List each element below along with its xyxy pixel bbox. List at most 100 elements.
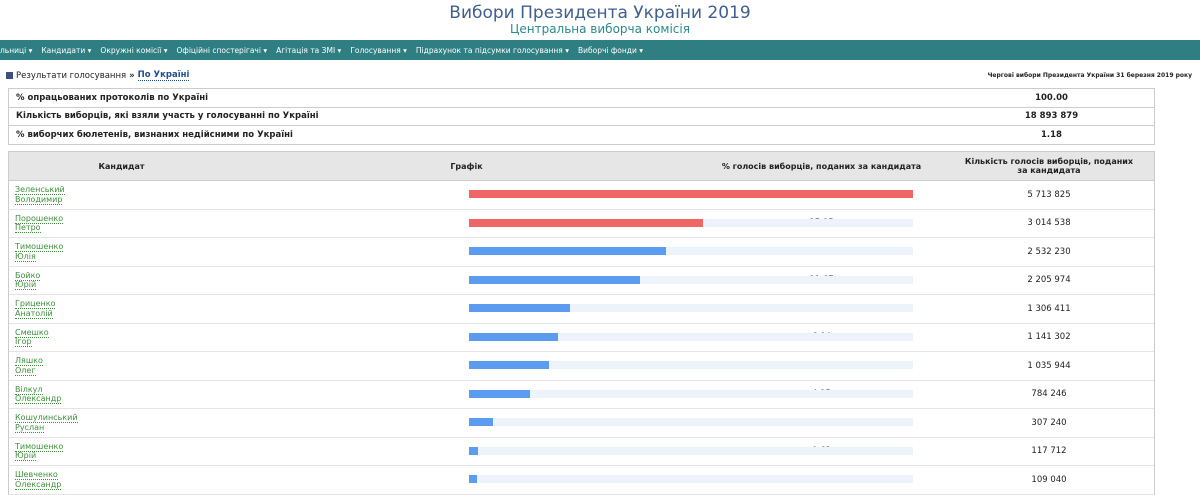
- candidate-name: Зеленський Володимир: [9, 185, 234, 205]
- graph-cell: [234, 324, 913, 352]
- candidate-row: ПорошенкоПетро15.953 014 538: [9, 210, 1154, 238]
- candidate-name: Тимошенко Юлія: [9, 242, 234, 262]
- surname-link[interactable]: Бойко: [15, 270, 41, 281]
- nav-item[interactable]: Голосування: [350, 46, 407, 55]
- graph-cell: [234, 409, 913, 437]
- votes-value: 5 713 825: [1027, 189, 1071, 200]
- summary-row: % виборчих бюлетенів, визнаних недійсним…: [9, 126, 1154, 144]
- table-header: Кандидат Графік % голосів виборців, пода…: [9, 152, 1154, 181]
- first-name-link[interactable]: Олег: [15, 365, 36, 376]
- bar-track: [469, 389, 913, 398]
- results-table: Кандидат Графік % голосів виборців, пода…: [8, 151, 1155, 495]
- summary-row: % опрацьованих протоколів по Україні 100.…: [9, 89, 1154, 108]
- graph-cell: [234, 267, 913, 295]
- candidate-row: ЛяшкоОлег5.481 035 944: [9, 352, 1154, 381]
- candidate-name: Вілкул Олександр: [9, 384, 234, 405]
- votes-value: 1 035 944: [1027, 360, 1071, 371]
- votes-value: 784 246: [1031, 389, 1067, 400]
- candidate-name: Кошулинський Руслан: [9, 413, 234, 433]
- graph-cell: [234, 238, 913, 266]
- nav-item[interactable]: Офіційні спостерігачі: [177, 46, 268, 55]
- summary-value: 100.00: [1035, 92, 1068, 103]
- bar-track: [469, 190, 913, 198]
- graph-cell: [234, 352, 913, 380]
- summary-table: % опрацьованих протоколів по Україні 100.…: [8, 88, 1155, 145]
- first-name-link[interactable]: Анатолій: [15, 308, 53, 319]
- surname-link[interactable]: Вілкул: [15, 384, 43, 395]
- first-name-link[interactable]: Петро: [15, 223, 41, 234]
- graph-cell: [234, 295, 913, 323]
- first-name-link[interactable]: Володимир: [15, 194, 63, 205]
- summary-value: 18 893 879: [1024, 111, 1079, 122]
- first-name-link[interactable]: Ігор: [15, 337, 32, 348]
- breadcrumb-current[interactable]: По Україні: [137, 70, 190, 81]
- bar-track: [469, 332, 913, 341]
- candidate-row: ЗеленськийВолодимир30.245 713 825: [9, 181, 1154, 210]
- candidate-row: ТимошенкоЮрій0.62117 712: [9, 438, 1154, 466]
- nav-item[interactable]: Агітація та ЗМІ: [276, 46, 341, 55]
- icon: [6, 72, 13, 79]
- first-name-link[interactable]: Руслан: [15, 422, 45, 433]
- column-header: Кандидат: [98, 161, 145, 171]
- first-name-link[interactable]: Олександр: [15, 394, 62, 405]
- surname-link[interactable]: Кошулинський: [15, 413, 78, 424]
- candidate-row: ВілкулОлександр4.15784 246: [9, 381, 1154, 409]
- candidate-name: Смешко Ігор: [9, 327, 234, 348]
- breadcrumb: Результати голосування » По Україні: [6, 70, 190, 81]
- votes-value: 2 532 230: [1027, 246, 1071, 257]
- bar-track: [469, 418, 913, 426]
- votes-value: 1 306 411: [1027, 303, 1071, 314]
- candidate-row: БойкоЮрій11.672 205 974: [9, 267, 1154, 295]
- votes-value: 117 712: [1031, 446, 1067, 457]
- nav-item[interactable]: Підрахунок та підсумки голосування: [416, 46, 569, 55]
- site-title: Вибори Президента України 2019: [449, 3, 751, 23]
- candidate-name: Гриценко Анатолій: [9, 299, 234, 319]
- graph-cell: [234, 210, 913, 238]
- votes-value: 2 205 974: [1027, 275, 1071, 286]
- candidate-name: Бойко Юрій: [9, 270, 234, 291]
- bar: [469, 190, 913, 198]
- first-name-link[interactable]: Юрій: [15, 451, 37, 462]
- column-header: Кількість голосів виборців, поданих за к…: [964, 157, 1134, 175]
- votes-value: 307 240: [1031, 417, 1067, 428]
- candidate-name: Порошенко Петро: [9, 213, 234, 234]
- surname-link[interactable]: Смешко: [15, 327, 49, 338]
- nav-item[interactable]: Окружні комісії: [100, 46, 167, 55]
- bar-track: [469, 475, 913, 483]
- surname-link[interactable]: Тимошенко: [15, 441, 64, 452]
- surname-link[interactable]: Шевченко: [15, 470, 58, 481]
- nav-item[interactable]: льниці: [0, 46, 32, 55]
- summary-label: % опрацьованих протоколів по Україні: [16, 92, 209, 103]
- bar-track: [469, 275, 913, 284]
- bar: [469, 418, 493, 426]
- surname-link[interactable]: Гриценко: [15, 299, 56, 310]
- votes-value: 3 014 538: [1027, 218, 1071, 229]
- breadcrumb-separator: »: [129, 70, 135, 81]
- candidate-row: СмешкоІгор6.041 141 302: [9, 324, 1154, 352]
- summary-label: Кількість виборців, які взяли участь у г…: [16, 111, 319, 122]
- candidate-name: Шевченко Олександр: [9, 470, 234, 490]
- first-name-link[interactable]: Олександр: [15, 479, 62, 490]
- bar: [469, 475, 478, 483]
- candidate-row: ГриценкоАнатолій6.911 306 411: [9, 295, 1154, 324]
- graph-cell: [234, 466, 913, 494]
- surname-link[interactable]: Тимошенко: [15, 242, 64, 253]
- bar-track: [469, 304, 913, 312]
- bar: [469, 361, 550, 369]
- breadcrumb-section[interactable]: Результати голосування: [16, 70, 127, 81]
- votes-value: 109 040: [1031, 474, 1067, 485]
- summary-row: Кількість виборців, які взяли участь у г…: [9, 108, 1154, 126]
- surname-link[interactable]: Ляшко: [15, 356, 43, 367]
- bar-track: [469, 361, 913, 369]
- graph-cell: [234, 181, 913, 209]
- graph-cell: [234, 438, 913, 466]
- first-name-link[interactable]: Юрій: [15, 280, 37, 291]
- nav-item[interactable]: Виборчі фонди: [578, 46, 643, 55]
- surname-link[interactable]: Порошенко: [15, 213, 64, 224]
- summary-value: 1.18: [1041, 129, 1062, 140]
- first-name-link[interactable]: Юлія: [15, 251, 36, 262]
- graph-cell: [234, 381, 913, 409]
- nav-item[interactable]: Кандидати: [41, 46, 91, 55]
- surname-link[interactable]: Зеленський: [15, 185, 65, 196]
- votes-value: 1 141 302: [1027, 332, 1071, 343]
